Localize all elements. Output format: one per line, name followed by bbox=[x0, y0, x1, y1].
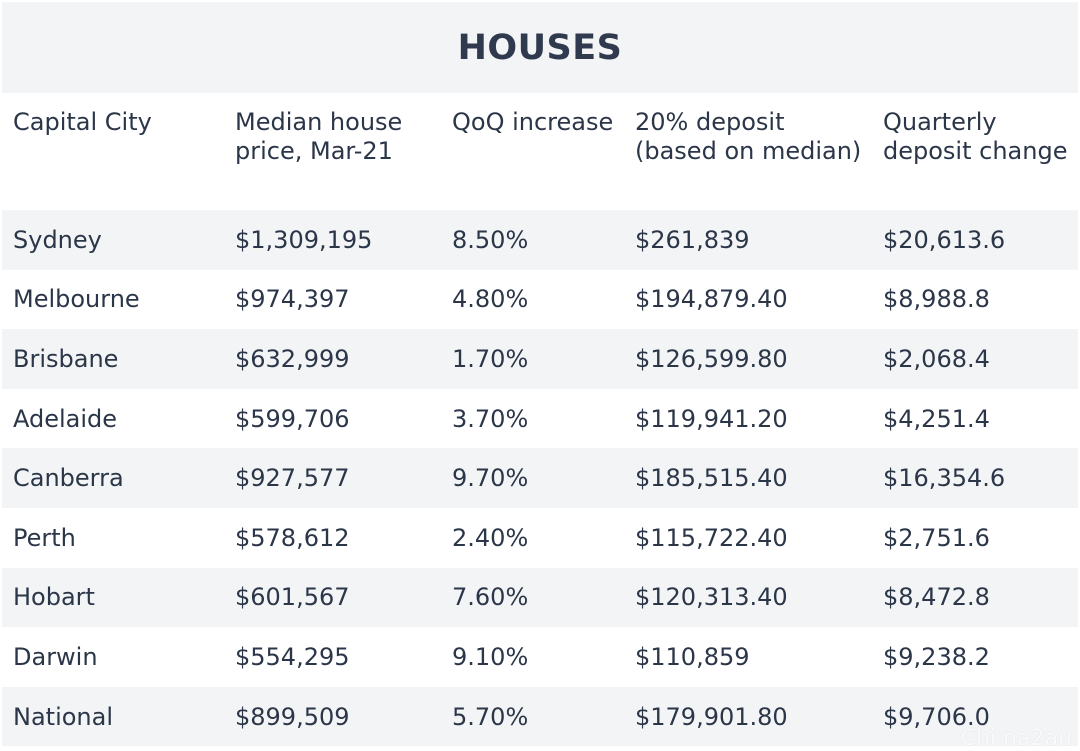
cell-city: Brisbane bbox=[13, 344, 119, 373]
table-row: Adelaide $599,706 3.70% $119,941.20 $4,251.4 bbox=[2, 389, 1078, 449]
cell-qoq-increase: 8.50% bbox=[452, 225, 529, 254]
watermark: Chi.na2au bbox=[960, 726, 1072, 751]
cell-city: Canberra bbox=[13, 464, 124, 493]
table-row: Perth $578,612 2.40% $115,722.40 $2,751.6 bbox=[2, 508, 1078, 568]
cell-deposit: $185,515.40 bbox=[635, 464, 788, 493]
cell-median-price: $927,577 bbox=[235, 464, 350, 493]
cell-city: Darwin bbox=[13, 642, 98, 671]
header-capital-city: Capital City bbox=[13, 108, 152, 136]
header-deposit: 20% deposit (based on median) bbox=[635, 108, 862, 165]
table-title: HOUSES bbox=[457, 27, 623, 68]
cell-quarterly-change: $4,251.4 bbox=[883, 404, 990, 433]
cell-qoq-increase: 5.70% bbox=[452, 702, 529, 731]
cell-qoq-increase: 4.80% bbox=[452, 285, 529, 314]
cell-quarterly-change: $16,354.6 bbox=[883, 464, 1006, 493]
cell-quarterly-change: $9,238.2 bbox=[883, 642, 990, 671]
table-row: Sydney $1,309,195 8.50% $261,839 $20,613.6 bbox=[2, 210, 1078, 270]
cell-quarterly-change: $9,706.0 bbox=[883, 702, 990, 731]
cell-median-price: $899,509 bbox=[235, 702, 350, 731]
cell-median-price: $632,999 bbox=[235, 344, 350, 373]
cell-deposit: $115,722.40 bbox=[635, 523, 788, 552]
cell-quarterly-change: $2,068.4 bbox=[883, 344, 990, 373]
header-quarterly-change: Quarterly deposit change bbox=[883, 108, 1068, 165]
cell-qoq-increase: 2.40% bbox=[452, 523, 529, 552]
cell-quarterly-change: $8,988.8 bbox=[883, 285, 990, 314]
cell-median-price: $1,309,195 bbox=[235, 225, 373, 254]
cell-deposit: $194,879.40 bbox=[635, 285, 788, 314]
cell-median-price: $601,567 bbox=[235, 583, 350, 612]
table-row: Brisbane $632,999 1.70% $126,599.80 $2,068.4 bbox=[2, 329, 1078, 389]
cell-quarterly-change: $20,613.6 bbox=[883, 225, 1006, 254]
cell-deposit: $120,313.40 bbox=[635, 583, 788, 612]
cell-qoq-increase: 7.60% bbox=[452, 583, 529, 612]
cell-city: National bbox=[13, 702, 114, 731]
cell-quarterly-change: $2,751.6 bbox=[883, 523, 990, 552]
table-row: Melbourne $974,397 4.80% $194,879.40 $8,988.… bbox=[2, 270, 1078, 330]
houses-table: Capital City Median house price, Mar-21 … bbox=[2, 93, 1078, 747]
cell-deposit: $119,941.20 bbox=[635, 404, 788, 433]
title-bar: HOUSES bbox=[2, 2, 1078, 93]
cell-qoq-increase: 1.70% bbox=[452, 344, 529, 373]
cell-qoq-increase: 3.70% bbox=[452, 404, 529, 433]
header-median-price: Median house price, Mar-21 bbox=[235, 108, 403, 165]
cell-quarterly-change: $8,472.8 bbox=[883, 583, 990, 612]
table-row: Canberra $927,577 9.70% $185,515.40 $16,354.… bbox=[2, 448, 1078, 508]
cell-median-price: $578,612 bbox=[235, 523, 350, 552]
table-body: Sydney $1,309,195 8.50% $261,839 $20,613.6 Me… bbox=[2, 210, 1078, 747]
cell-deposit: $179,901.80 bbox=[635, 702, 788, 731]
table-row: Hobart $601,567 7.60% $120,313.40 $8,472.8 bbox=[2, 567, 1078, 628]
cell-median-price: $554,295 bbox=[235, 642, 350, 671]
cell-city: Sydney bbox=[13, 225, 102, 254]
cell-city: Adelaide bbox=[13, 404, 118, 433]
cell-deposit: $126,599.80 bbox=[635, 344, 788, 373]
table-header-row: Capital City Median house price, Mar-21 … bbox=[2, 93, 1078, 210]
cell-deposit: $110,859 bbox=[635, 642, 750, 671]
cell-city: Hobart bbox=[13, 583, 95, 612]
table-row: Darwin $554,295 9.10% $110,859 $9,238.2 bbox=[2, 627, 1078, 687]
cell-qoq-increase: 9.70% bbox=[452, 464, 529, 493]
table-row: National $899,509 5.70% $179,901.80 $9,706.0 bbox=[2, 686, 1078, 747]
cell-city: Melbourne bbox=[13, 285, 140, 314]
cell-city: Perth bbox=[13, 523, 76, 552]
cell-median-price: $599,706 bbox=[235, 404, 350, 433]
cell-median-price: $974,397 bbox=[235, 285, 350, 314]
cell-deposit: $261,839 bbox=[635, 225, 750, 254]
cell-qoq-increase: 9.10% bbox=[452, 642, 529, 671]
header-qoq-increase: QoQ increase bbox=[452, 108, 614, 136]
